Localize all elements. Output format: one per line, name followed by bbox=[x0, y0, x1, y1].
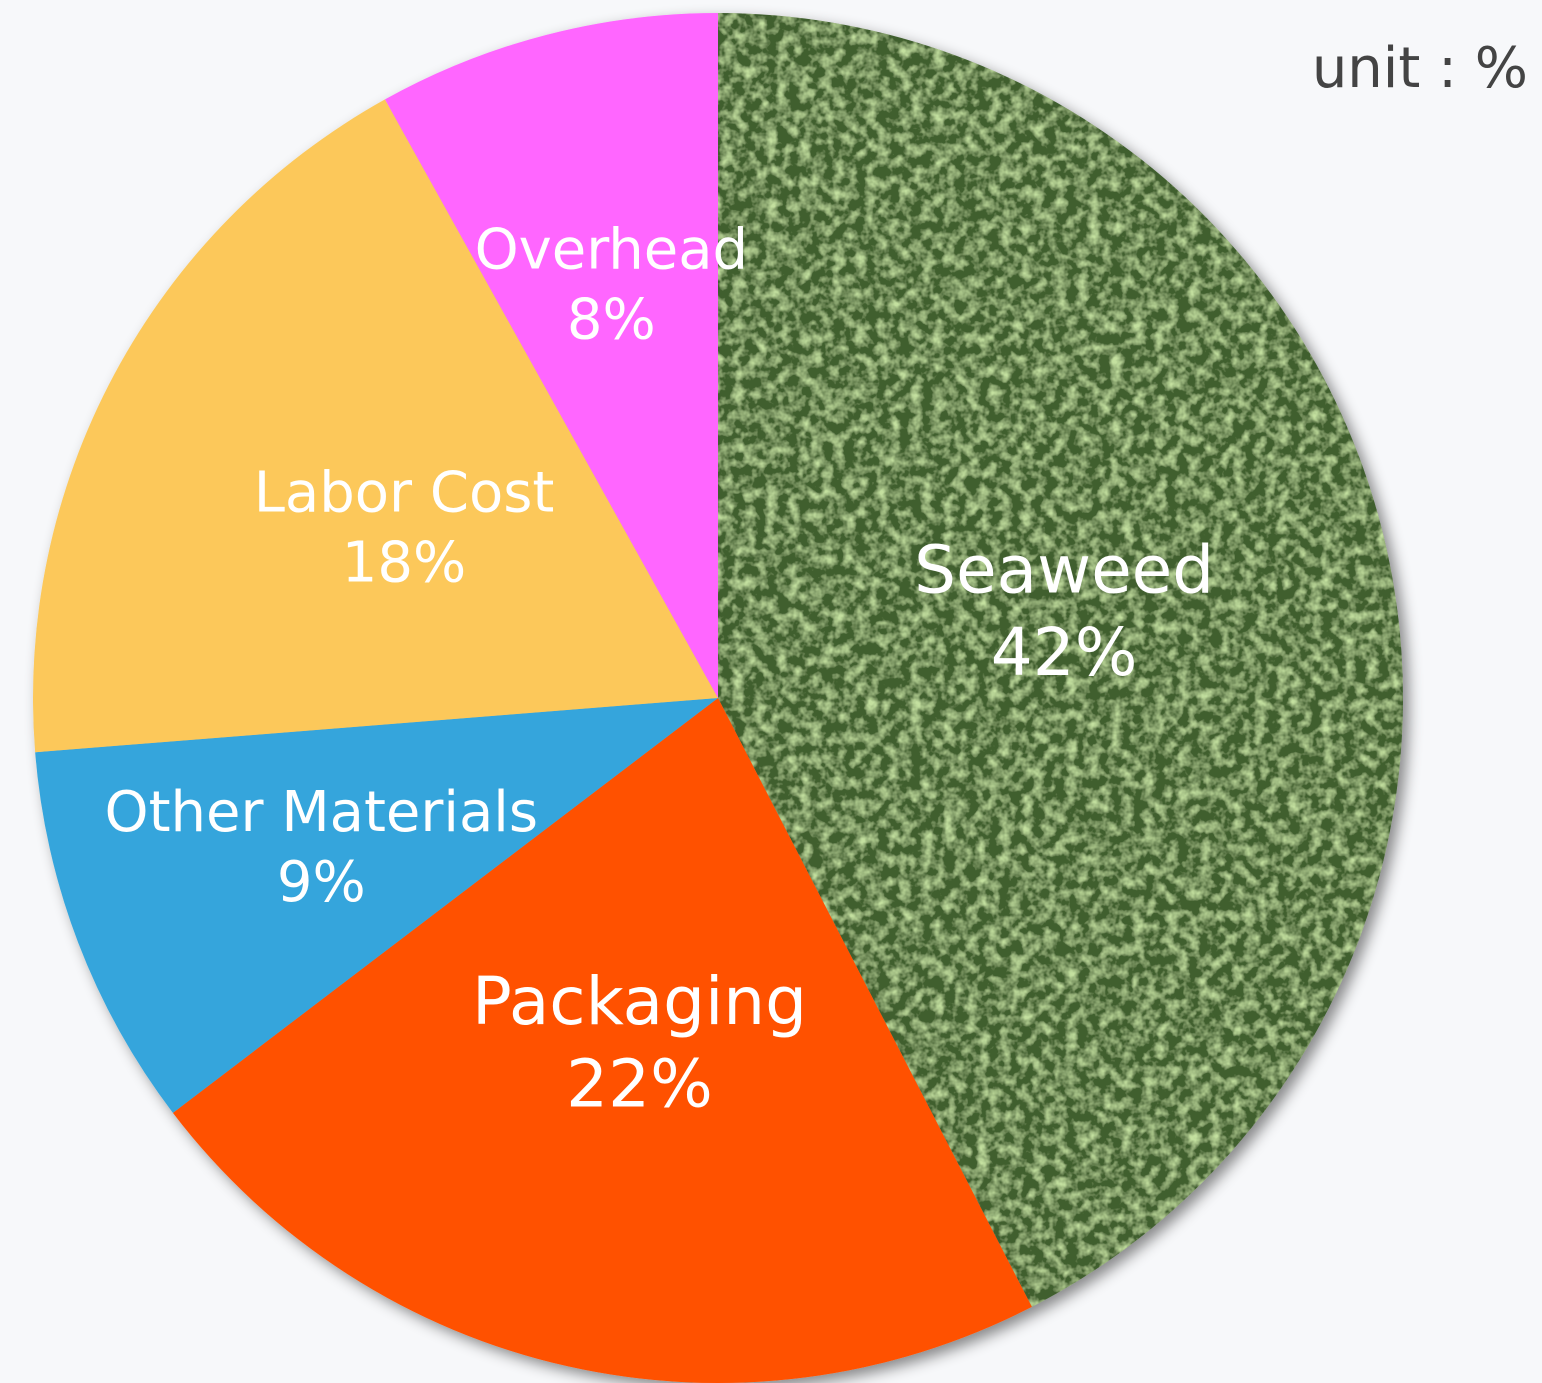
slice-label: Packaging bbox=[472, 963, 807, 1040]
slice-label: Other Materials bbox=[105, 780, 538, 845]
value-label: 22% bbox=[566, 1045, 713, 1122]
slice-label: Seaweed bbox=[914, 531, 1214, 608]
value-label: 42% bbox=[991, 614, 1138, 691]
slice-label: Overhead bbox=[475, 217, 749, 282]
page: Seaweed42% Packaging22% Other Materials9% L… bbox=[0, 0, 1542, 1383]
chart: Seaweed42% Packaging22% Other Materials9% L… bbox=[0, 0, 1542, 1383]
value-label: 9% bbox=[277, 850, 366, 915]
value-label: 18% bbox=[342, 530, 466, 595]
slice-label: Labor Cost bbox=[254, 460, 555, 525]
value-label: 8% bbox=[567, 287, 656, 352]
unit-note: unit : % bbox=[1312, 36, 1528, 101]
